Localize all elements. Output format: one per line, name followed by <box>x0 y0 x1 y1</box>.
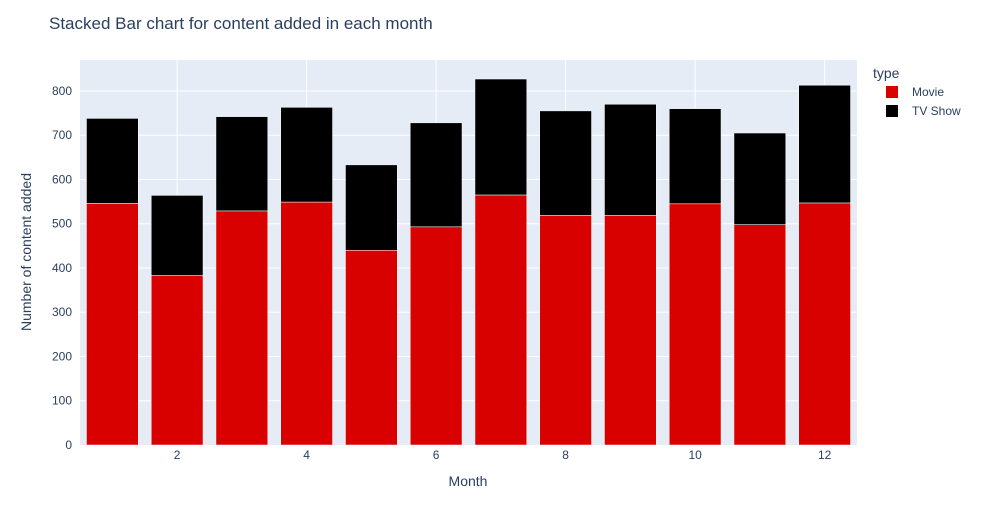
bar-movie-month-9[interactable] <box>604 215 657 446</box>
bar-tv-show-month-4[interactable] <box>280 107 333 203</box>
legend-swatch <box>886 105 898 117</box>
x-axis-label: Month <box>449 473 488 489</box>
legend-swatch <box>886 86 898 98</box>
y-tick-label: 0 <box>65 438 72 452</box>
bar-movie-month-8[interactable] <box>539 215 592 446</box>
y-axis-ticks: 0 100 200 300 400 500 600 700 800 <box>52 84 72 452</box>
bar-tv-show-month-11[interactable] <box>733 132 787 225</box>
x-tick-label: 8 <box>562 448 569 462</box>
bar-movie-month-5[interactable] <box>345 250 398 446</box>
bar-tv-show-month-10[interactable] <box>668 108 722 205</box>
y-tick-label: 200 <box>52 349 72 363</box>
bar-tv-show-month-3[interactable] <box>215 116 269 212</box>
bar-tv-show-month-8[interactable] <box>539 110 592 216</box>
x-axis-ticks: 2 4 6 8 10 12 <box>174 448 832 462</box>
bar-tv-show-month-1[interactable] <box>86 118 139 204</box>
plot-area <box>80 60 857 445</box>
bar-movie-month-11[interactable] <box>733 224 787 446</box>
y-tick-label: 300 <box>52 305 72 319</box>
legend-label: TV Show <box>912 104 961 118</box>
bar-tv-show-month-5[interactable] <box>345 164 398 251</box>
legend: type Movie TV Show <box>873 65 961 118</box>
bar-movie-month-12[interactable] <box>798 202 851 446</box>
bar-tv-show-month-12[interactable] <box>798 84 851 204</box>
y-tick-label: 500 <box>52 217 72 231</box>
bar-movie-month-7[interactable] <box>474 194 528 446</box>
bar-tv-show-month-6[interactable] <box>409 122 463 228</box>
legend-item-tv-show[interactable]: TV Show <box>886 104 961 118</box>
y-axis-label: Number of content added <box>18 173 34 331</box>
legend-item-movie[interactable]: Movie <box>886 85 944 99</box>
legend-title: type <box>873 65 900 81</box>
bars <box>86 78 851 446</box>
bar-movie-month-3[interactable] <box>215 210 269 446</box>
x-tick-label: 4 <box>303 448 310 462</box>
x-tick-label: 10 <box>688 448 702 462</box>
y-tick-label: 100 <box>52 394 72 408</box>
bar-movie-month-2[interactable] <box>150 275 204 446</box>
y-tick-label: 700 <box>52 128 72 142</box>
bar-movie-month-6[interactable] <box>409 226 463 446</box>
bar-movie-month-10[interactable] <box>668 203 722 446</box>
x-tick-label: 6 <box>433 448 440 462</box>
x-tick-label: 2 <box>174 448 181 462</box>
bar-tv-show-month-2[interactable] <box>150 195 204 276</box>
y-tick-label: 800 <box>52 84 72 98</box>
bar-tv-show-month-9[interactable] <box>604 104 657 216</box>
x-tick-label: 12 <box>818 448 832 462</box>
bar-tv-show-month-7[interactable] <box>474 78 528 196</box>
bar-movie-month-4[interactable] <box>280 201 333 446</box>
y-tick-label: 400 <box>52 261 72 275</box>
legend-label: Movie <box>912 85 944 99</box>
chart-title: Stacked Bar chart for content added in e… <box>49 14 433 33</box>
y-tick-label: 600 <box>52 172 72 186</box>
bar-movie-month-1[interactable] <box>86 203 139 446</box>
